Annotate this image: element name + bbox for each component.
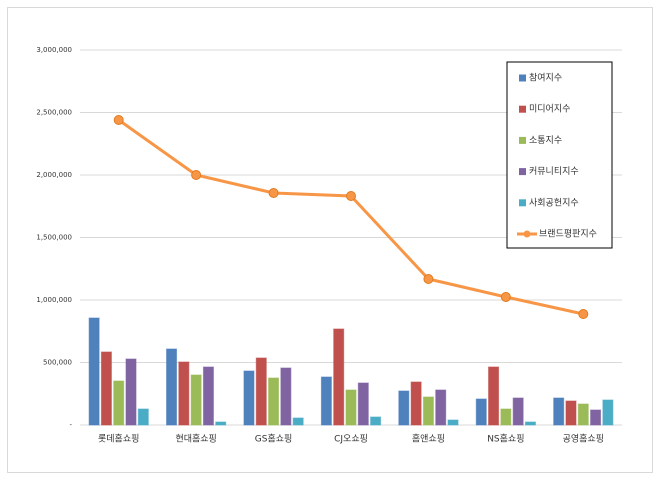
- y-tick-label: 2,500,000: [36, 109, 72, 117]
- legend-label: 소통지수: [529, 135, 562, 146]
- bar: [475, 398, 487, 426]
- legend-label: 참여지수: [529, 72, 562, 84]
- bar: [190, 374, 202, 426]
- y-tick-label: 500,000: [43, 359, 72, 367]
- x-tick-label: NS홈쇼핑: [487, 433, 524, 445]
- y-tick-label: 1,000,000: [36, 296, 72, 304]
- bar: [268, 377, 280, 426]
- legend-swatch: [519, 199, 526, 207]
- bar: [370, 416, 382, 426]
- line-marker: [268, 188, 279, 198]
- line-marker: [191, 170, 202, 180]
- line-marker: [578, 309, 589, 319]
- legend-label: 브랜드평판지수: [539, 229, 597, 240]
- bar: [166, 348, 178, 426]
- bar: [553, 397, 565, 426]
- x-tick-label: CJ오쇼핑: [334, 434, 368, 445]
- line-marker: [500, 292, 511, 302]
- bar: [202, 366, 214, 426]
- line-marker: [423, 274, 434, 284]
- x-tick-label: 롯데홈쇼핑: [98, 433, 139, 445]
- bar: [243, 370, 255, 426]
- legend-label: 커뮤니티지수: [529, 166, 579, 177]
- bar: [100, 351, 112, 426]
- legend-box: [506, 61, 613, 249]
- line-marker: [346, 191, 356, 201]
- legend-label: 미디어지수: [529, 104, 570, 115]
- x-tick-label: 홈앤쇼핑: [412, 433, 445, 445]
- bar: [357, 382, 369, 426]
- bar: [500, 408, 512, 426]
- bar: [88, 317, 100, 426]
- legend-swatch: [519, 105, 526, 113]
- x-tick-label: 공영홈쇼핑: [563, 433, 604, 445]
- y-tick-label: 3,000,000: [36, 46, 72, 54]
- bar: [255, 357, 267, 426]
- y-tick-label: 1,500,000: [36, 234, 72, 242]
- bar: [292, 417, 304, 426]
- bar: [125, 358, 137, 426]
- x-tick-label: 현대홈쇼핑: [175, 433, 216, 445]
- bar: [422, 396, 434, 426]
- bar: [333, 328, 345, 426]
- bar: [447, 419, 459, 426]
- bar: [178, 361, 190, 426]
- legend-swatch: [519, 168, 526, 176]
- bar: [137, 408, 149, 426]
- bar: [590, 409, 602, 426]
- bar: [280, 367, 292, 426]
- bar: [512, 397, 524, 426]
- bar: [215, 421, 227, 426]
- bar: [410, 381, 422, 426]
- bar: [488, 366, 500, 426]
- legend-swatch: [519, 74, 526, 82]
- legend-marker: [523, 230, 531, 238]
- bar: [565, 400, 577, 426]
- y-tick-label: -: [69, 421, 72, 429]
- x-tick-label: GS홈쇼핑: [255, 433, 293, 445]
- line-marker: [113, 115, 124, 125]
- bar: [524, 421, 536, 426]
- bar: [602, 399, 614, 426]
- bar: [398, 390, 410, 426]
- y-tick-label: 2,000,000: [36, 171, 72, 179]
- bar: [320, 376, 332, 426]
- bar: [345, 389, 357, 426]
- bar: [577, 403, 589, 426]
- legend-label: 사회공헌지수: [529, 197, 579, 208]
- bar: [435, 389, 447, 426]
- bar: [113, 380, 125, 426]
- legend-swatch: [519, 136, 526, 144]
